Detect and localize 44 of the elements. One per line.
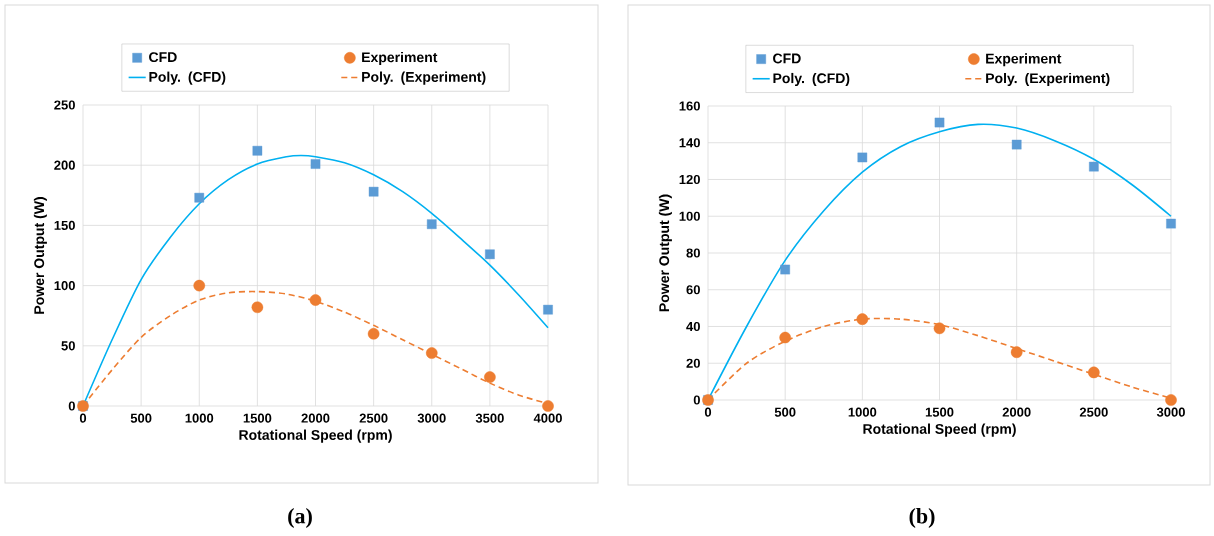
x-tick-label: 1500 (243, 413, 272, 423)
y-tick-label: 20 (686, 358, 700, 368)
y-tick-label: 0 (693, 395, 700, 405)
x-tick-label: 2500 (359, 413, 388, 423)
x-tick-label: 0 (704, 407, 712, 417)
y-tick-label: 40 (686, 321, 700, 332)
legend-label: CFD (773, 53, 801, 64)
y-tick-label: 120 (679, 174, 700, 185)
y-axis-title: Power Output (W) (658, 194, 672, 312)
x-tick-label: 0 (79, 413, 87, 423)
x-tick-label: 4000 (533, 413, 562, 423)
x-tick-label: 2000 (301, 413, 330, 423)
y-tick-label: 140 (679, 138, 700, 148)
legend-label: Experiment (362, 51, 438, 66)
y-tick-label: 100 (54, 280, 75, 291)
y-tick-label: 250 (54, 100, 75, 110)
x-axis-title: Rotational Speed (rpm) (863, 423, 1016, 437)
x-tick-label: 500 (130, 413, 152, 423)
y-tick-label: 160 (679, 101, 700, 111)
text: (a) (288, 508, 312, 528)
y-axis-title: Power Output (W) (33, 197, 47, 314)
x-tick-label: 1000 (848, 407, 877, 417)
legend-label: Poly. (Experiment) (986, 72, 1110, 86)
y-tick-label: 80 (686, 248, 700, 258)
legend-label: Poly. (CFD) (773, 72, 850, 86)
legend-label: Experiment (986, 53, 1062, 67)
y-tick-label: 200 (54, 160, 75, 170)
x-tick-label: 1500 (925, 407, 954, 417)
y-tick-label: 150 (54, 220, 75, 230)
x-tick-label: 2000 (1002, 407, 1031, 417)
x-tick-label: 2500 (1079, 407, 1108, 417)
x-tick-label: 500 (774, 407, 796, 417)
text: (b) (909, 508, 935, 528)
y-tick-label: 50 (61, 341, 75, 351)
y-tick-label: 100 (679, 211, 700, 221)
x-tick-label: 3500 (475, 413, 504, 423)
legend-label: Poly. (CFD) (149, 71, 226, 85)
x-tick-label: 3000 (1156, 407, 1185, 417)
legend-label: Poly. (Experiment) (362, 71, 486, 85)
y-tick-label: 60 (686, 285, 700, 295)
legend-label: CFD (149, 52, 177, 63)
x-tick-label: 3000 (417, 413, 446, 423)
x-tick-label: 1000 (185, 413, 214, 423)
x-axis-title: Rotational Speed (rpm) (239, 429, 392, 443)
